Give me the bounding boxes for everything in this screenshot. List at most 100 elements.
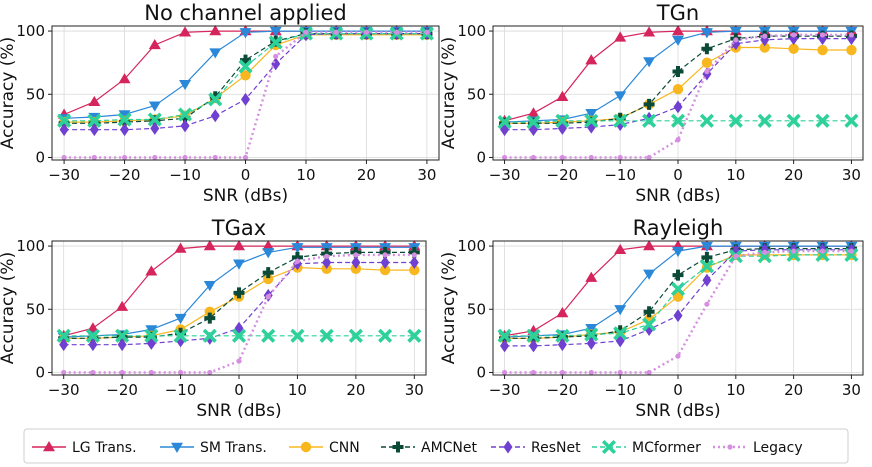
data-point-legacy	[90, 369, 96, 376]
data-point-sm-trans	[145, 325, 158, 336]
data-point-resnet	[557, 338, 567, 352]
data-point-sm-trans	[643, 57, 656, 68]
x-tick-label: −20	[547, 381, 579, 399]
x-axis-label: SNR (dBs)	[635, 186, 720, 206]
data-point-mcformer	[497, 115, 512, 130]
data-point-resnet	[380, 255, 390, 269]
data-point-lg-trans	[672, 25, 684, 36]
data-point-legacy	[559, 154, 565, 161]
data-point-mcformer	[844, 113, 859, 128]
data-point-mcformer	[786, 247, 801, 262]
y-tick-label: 100	[16, 237, 45, 255]
data-point-cnn	[240, 70, 251, 81]
data-point-mcformer	[670, 281, 686, 297]
data-point-sm-trans	[179, 79, 192, 91]
legend-marker	[727, 444, 733, 450]
data-point-resnet	[500, 339, 510, 353]
data-point-mcformer	[699, 259, 714, 274]
legend-label: AMCNet	[421, 440, 478, 456]
data-point-mcformer	[177, 107, 193, 122]
data-point-mcformer	[378, 328, 393, 343]
series-mcformer	[497, 113, 859, 130]
data-point-cnn	[788, 43, 799, 54]
data-point-legacy	[273, 53, 279, 59]
data-point-resnet	[88, 338, 98, 352]
x-tick-label: 30	[842, 381, 861, 399]
data-point-legacy	[394, 29, 400, 35]
data-point-legacy	[704, 301, 710, 307]
data-point-legacy	[148, 369, 154, 376]
data-point-amcnet	[672, 66, 684, 78]
y-tick-label: 100	[457, 237, 486, 255]
data-point-mcformer	[57, 113, 72, 128]
data-point-lg-trans	[174, 242, 187, 253]
y-tick-label: 50	[467, 85, 486, 103]
data-point-mcformer	[786, 113, 801, 128]
data-point-legacy	[303, 29, 309, 35]
data-point-lg-trans	[556, 90, 569, 101]
y-tick-label: 100	[457, 22, 486, 40]
x-tick-label: −10	[165, 381, 197, 399]
data-point-mcformer	[555, 328, 570, 343]
x-tick-label: −30	[48, 166, 80, 184]
y-axis-label: Accuracy (%)	[0, 37, 18, 149]
x-tick-label: 10	[296, 166, 315, 184]
y-axis-label: Accuracy (%)	[439, 252, 459, 364]
data-point-legacy	[424, 29, 430, 35]
data-point-cnn	[379, 264, 391, 276]
legend-entry-amcnet: AMCNet	[381, 440, 478, 456]
data-point-mcformer	[147, 112, 162, 127]
data-point-lg-trans	[148, 38, 161, 50]
x-tick-label: −10	[604, 166, 636, 184]
data-point-sm-trans	[233, 259, 245, 270]
data-point-mcformer	[56, 328, 71, 343]
data-point-legacy	[121, 154, 128, 161]
data-point-mcformer	[526, 328, 541, 343]
data-point-legacy	[848, 248, 855, 254]
data-point-legacy	[791, 248, 797, 254]
data-point-lg-trans	[556, 307, 569, 318]
y-tick-label: 0	[476, 148, 486, 166]
data-point-mcformer	[584, 327, 599, 342]
data-point-mcformer	[85, 328, 100, 343]
x-axis-label: SNR (dBs)	[635, 401, 720, 421]
legend-marker	[300, 441, 312, 453]
data-point-legacy	[411, 252, 417, 258]
data-point-mcformer	[757, 113, 772, 128]
data-point-mcformer	[348, 328, 363, 343]
legend-label: CNN	[329, 440, 360, 456]
data-point-amcnet	[240, 54, 251, 66]
data-point-mcformer	[642, 317, 657, 332]
data-point-mcformer	[613, 113, 628, 128]
data-point-resnet	[117, 338, 127, 352]
data-point-legacy	[177, 369, 184, 376]
data-point-legacy	[559, 369, 565, 376]
data-point-legacy	[382, 252, 388, 258]
y-axis-label: Accuracy (%)	[0, 252, 18, 364]
data-point-legacy	[152, 154, 158, 161]
data-point-amcnet	[643, 306, 655, 318]
data-point-lg-trans	[614, 31, 627, 42]
subplot-tgax: −30 −20 −10 0 10 20 30 0 50 100 TGax SNR (dBs) Accur…	[0, 216, 427, 421]
data-point-mcformer	[202, 328, 217, 343]
data-point-mcformer	[555, 113, 570, 128]
legend-entry-lg-trans: LG Trans.	[32, 440, 137, 456]
x-tick-label: 30	[842, 166, 861, 184]
chart-title: No channel applied	[144, 1, 346, 25]
data-point-sm-trans	[672, 246, 684, 258]
legend-marker	[43, 441, 55, 452]
data-point-resnet	[180, 119, 190, 133]
series-legacy	[61, 29, 430, 161]
data-point-mcformer	[613, 326, 628, 341]
data-point-legacy	[819, 248, 826, 254]
data-point-legacy	[363, 29, 370, 35]
data-point-legacy	[182, 154, 188, 161]
x-tick-label: −30	[489, 166, 521, 184]
data-point-mcformer	[584, 113, 599, 128]
data-point-legacy	[762, 249, 768, 255]
data-point-cnn	[204, 306, 215, 317]
chart-title: TGax	[211, 216, 266, 240]
y-tick-label: 0	[35, 363, 45, 381]
data-point-cnn	[701, 57, 713, 68]
data-point-mcformer	[815, 113, 830, 128]
